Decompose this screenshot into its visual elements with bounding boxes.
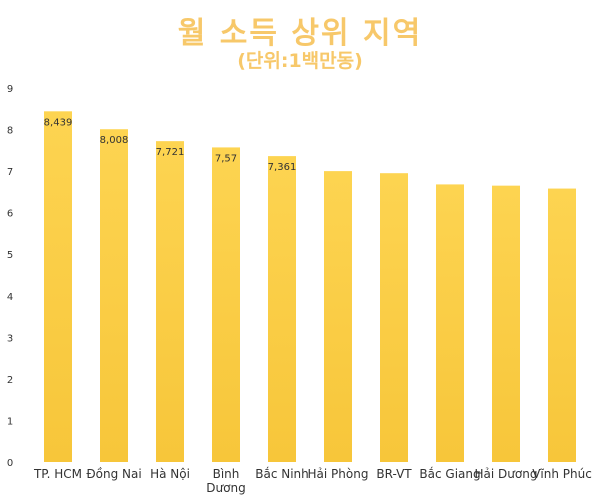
bar-data-label: 7,57 xyxy=(215,153,237,164)
bar xyxy=(492,185,520,462)
category-label: Bình Dương xyxy=(206,467,245,495)
chart-title: 월 소득 상위 지역 xyxy=(177,16,423,51)
y-tick-label: 8 xyxy=(7,126,13,137)
category-label: Hà Nội xyxy=(150,467,190,481)
y-tick-label: 4 xyxy=(7,292,13,303)
category-label: Đồng Nai xyxy=(86,467,141,481)
chart-subtitle: (단위:1백만동) xyxy=(237,50,363,72)
category-label: Hải Dương xyxy=(475,467,538,481)
category-label: BR-VT xyxy=(376,467,412,481)
y-tick-label: 7 xyxy=(7,167,13,178)
y-tick-label: 2 xyxy=(7,375,13,386)
bar-data-label: 8,439 xyxy=(44,117,73,128)
bar xyxy=(44,111,72,462)
bar xyxy=(156,141,184,463)
bar xyxy=(548,188,576,462)
category-label: Bắc Ninh xyxy=(255,467,309,481)
bar xyxy=(380,173,408,462)
bar xyxy=(436,184,464,463)
category-label: TP. HCM xyxy=(33,467,82,481)
data-labels: 8,439 8,008 7,721 7,57 7,361 xyxy=(44,117,297,173)
y-tick-label: 1 xyxy=(7,416,13,427)
bar-data-label: 7,361 xyxy=(268,162,297,173)
bars xyxy=(44,111,576,463)
y-tick-label: 6 xyxy=(7,209,13,220)
y-axis-ticks: 0 1 2 3 4 5 6 7 8 9 xyxy=(7,84,13,469)
y-tick-label: 9 xyxy=(7,84,13,95)
bar xyxy=(268,156,296,462)
y-tick-label: 0 xyxy=(7,458,13,469)
category-label: Hải Phòng xyxy=(308,467,369,481)
bar-data-label: 7,721 xyxy=(156,147,185,158)
bar xyxy=(324,171,352,462)
y-tick-label: 5 xyxy=(7,250,13,261)
bar xyxy=(212,147,240,462)
category-label: Bắc Giang xyxy=(419,467,480,481)
bar xyxy=(100,129,128,462)
bar-data-label: 8,008 xyxy=(100,135,129,146)
y-tick-label: 3 xyxy=(7,333,13,344)
category-label: Vĩnh Phúc xyxy=(532,467,592,481)
